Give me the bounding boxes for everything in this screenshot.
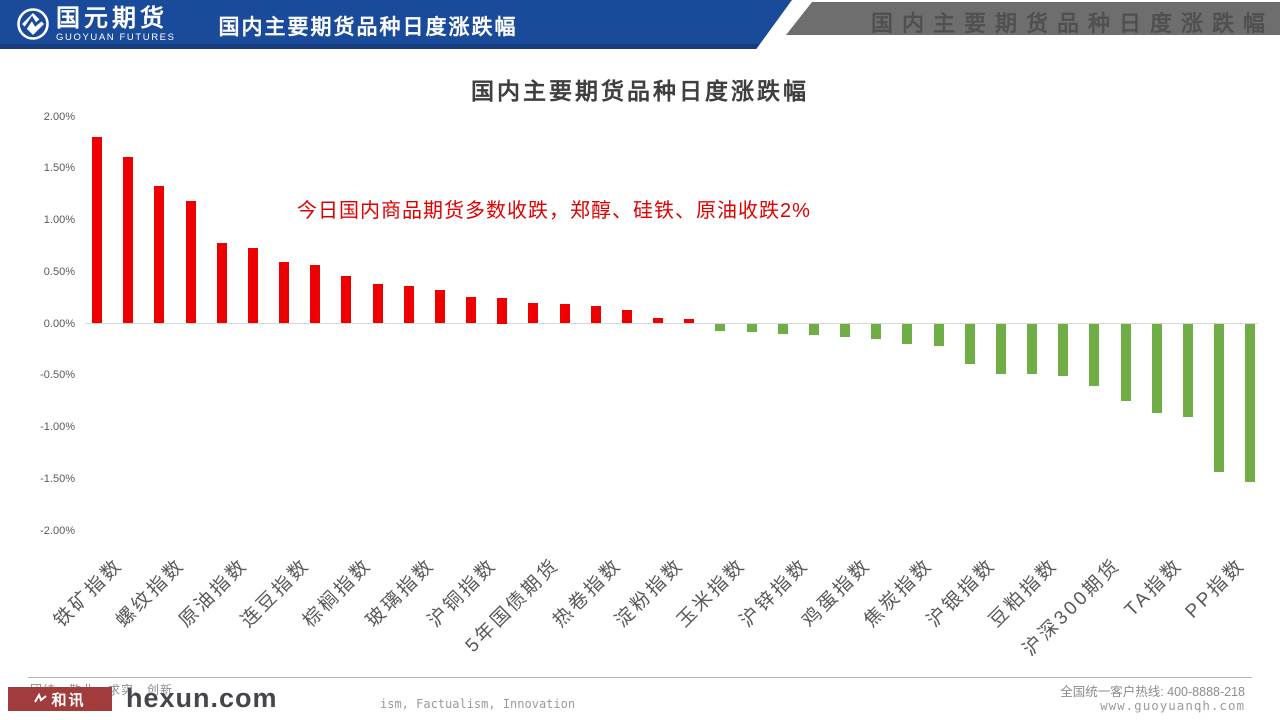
bar-unlabeled-23 [808,323,819,335]
bar-unlabeled-15 [559,303,570,324]
bar-铁矿指数 [92,137,102,324]
guoyuan-logo-icon [17,8,49,40]
customer-hotline: 全国统一客户热线: 400-8888-218 [1060,685,1245,699]
bar-沪锌指数 [777,323,788,334]
bar-玻璃指数 [403,286,414,324]
bar-unlabeled-9 [372,284,383,324]
y-tick-label: 0.00% [43,317,75,330]
header-blue-band [0,0,792,49]
header-gray-ribbon: 国内主要期货品种日度涨跌幅 [786,2,1280,35]
bar-unlabeled-27 [933,323,944,347]
bar-焦炭指数 [902,323,913,345]
bar-豆粕指数 [1027,323,1038,375]
logo-subtitle: GUOYUAN FUTURES [56,32,176,43]
hexun-watermark-cn: 和讯 [51,691,86,709]
zero-axis-line [85,323,1258,324]
bar-unlabeled-37 [1245,323,1256,482]
bar-unlabeled-5 [247,247,258,324]
bar-unlabeled-13 [497,297,508,324]
y-tick-label: 1.50% [43,162,75,175]
bar-淀粉指数 [653,318,664,324]
bar-连豆指数 [279,262,290,324]
bar-沪银指数 [964,323,975,364]
gray-ribbon-ghost-text: 国内主要期货品种日度涨跌幅 [870,11,1274,36]
bar-unlabeled-31 [1058,323,1069,377]
bar-unlabeled-25 [871,323,882,340]
bar-unlabeled-7 [310,264,321,324]
y-tick-label: 2.00% [43,110,75,123]
chart-title: 国内主要期货品种日度涨跌幅 [471,79,809,104]
bar-沪深300期货 [1089,323,1100,386]
y-tick-label: -1.50% [40,472,75,485]
logo-text-block: 国元期货 GUOYUAN FUTURES [56,6,176,44]
logo-title: 国元期货 [56,5,168,32]
x-category-label: TA指数 [1120,554,1188,621]
hexun-watermark-domain: hexun.com [126,683,278,713]
bar-unlabeled-1 [123,156,134,324]
company-motto-en: ism, Factualism, Innovation [380,697,576,711]
bar-螺纹指数 [154,185,165,324]
bar-沪铜指数 [466,296,477,324]
bar-unlabeled-19 [684,319,695,324]
y-tick-label: 1.00% [43,214,75,226]
bar-unlabeled-29 [995,323,1006,375]
bar-PP指数 [1214,323,1225,472]
hexun-logo-icon [34,692,48,702]
chart-annotation: 今日国内商品期货多数收跌，郑醇、硅铁、原油收跌2% [297,200,811,222]
footer-divider [28,677,1252,678]
bar-unlabeled-3 [185,201,196,324]
y-tick-label: -1.00% [40,421,75,433]
bar-unlabeled-21 [746,323,757,332]
bar-5年国债期货 [528,302,539,324]
header-title: 国内主要期货品种日度涨跌幅 [218,16,518,39]
bar-unlabeled-35 [1182,323,1193,417]
bar-unlabeled-17 [621,310,632,324]
bar-棕榈指数 [341,275,352,324]
bar-玉米指数 [715,323,726,331]
y-tick-label: -0.50% [40,369,75,382]
bar-unlabeled-11 [434,290,445,324]
hexun-watermark-badge: 和讯 [8,687,112,711]
bar-热卷指数 [590,305,601,324]
x-category-label: PP指数 [1181,554,1250,623]
y-tick-label: 0.50% [43,265,75,278]
y-tick-label: -2.00% [40,524,75,537]
bar-原油指数 [216,242,227,324]
company-website: www.guoyuanqh.com [1100,698,1245,713]
bar-unlabeled-33 [1120,323,1131,402]
bar-TA指数 [1151,323,1162,413]
bar-鸡蛋指数 [840,323,851,337]
